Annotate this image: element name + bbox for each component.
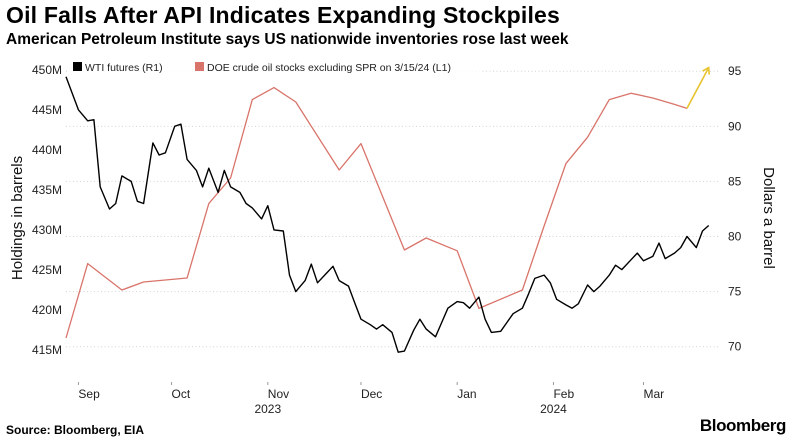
legend-swatch bbox=[73, 62, 82, 71]
annotation-arrow-shaft bbox=[686, 67, 710, 109]
left-tick-label: 450M bbox=[32, 63, 62, 77]
x-year-label: 2023 bbox=[254, 402, 281, 416]
right-tick-label: 85 bbox=[728, 174, 742, 188]
left-axis-title: Holdings in barrels bbox=[9, 156, 26, 280]
annotations bbox=[686, 66, 711, 109]
right-tick-label: 90 bbox=[728, 119, 742, 133]
left-tick-label: 420M bbox=[32, 303, 62, 317]
right-axis-title: Dollars a barrel bbox=[760, 167, 777, 269]
right-tick-label: 70 bbox=[728, 340, 742, 354]
x-tick-label: Feb bbox=[553, 387, 574, 401]
x-tick-label: Mar bbox=[643, 387, 664, 401]
right-tick-label: 95 bbox=[728, 64, 742, 78]
x-tick-label: Dec bbox=[361, 387, 382, 401]
left-tick-label: 445M bbox=[32, 103, 62, 117]
legend-label: DOE crude oil stocks excluding SPR on 3/… bbox=[207, 62, 451, 74]
x-tick-label: Jan bbox=[457, 387, 476, 401]
legend-swatch bbox=[195, 62, 204, 71]
source-note: Source: Bloomberg, EIA bbox=[6, 423, 145, 437]
left-tick-label: 415M bbox=[32, 343, 62, 357]
x-tick-label: Nov bbox=[268, 387, 289, 401]
series-lines bbox=[65, 76, 710, 353]
page-subtitle: American Petroleum Institute says US nat… bbox=[6, 31, 569, 48]
right-tick-label: 75 bbox=[728, 285, 742, 299]
left-tick-label: 440M bbox=[32, 143, 62, 157]
page-title: Oil Falls After API Indicates Expanding … bbox=[6, 2, 561, 28]
left-tick-label: 435M bbox=[32, 183, 62, 197]
annotation-arrow-head bbox=[702, 66, 711, 75]
left-axis-ticks: 415M 420M 425M 430M 435M 440M 445M 450M bbox=[32, 63, 62, 357]
wti-futures-line bbox=[65, 76, 710, 353]
x-year-label: 2024 bbox=[540, 402, 567, 416]
x-axis-ticks: Sep Oct Nov Dec Jan Feb Mar 2023 2024 bbox=[77, 382, 664, 416]
doe-crude-stocks-line bbox=[65, 86, 688, 339]
legend-label: WTI futures (R1) bbox=[85, 62, 163, 74]
right-axis-ticks: 70 75 80 85 90 95 bbox=[728, 64, 742, 354]
bloomberg-logo: Bloomberg bbox=[699, 416, 787, 435]
grid-lines bbox=[66, 70, 718, 348]
x-tick-label: Oct bbox=[172, 387, 191, 401]
x-tick-label: Sep bbox=[78, 387, 100, 401]
left-tick-label: 425M bbox=[32, 263, 62, 277]
legend: WTI futures (R1) DOE crude oil stocks exc… bbox=[69, 58, 481, 76]
left-tick-label: 430M bbox=[32, 223, 62, 237]
legend-background bbox=[69, 58, 481, 76]
right-tick-label: 80 bbox=[728, 230, 742, 244]
